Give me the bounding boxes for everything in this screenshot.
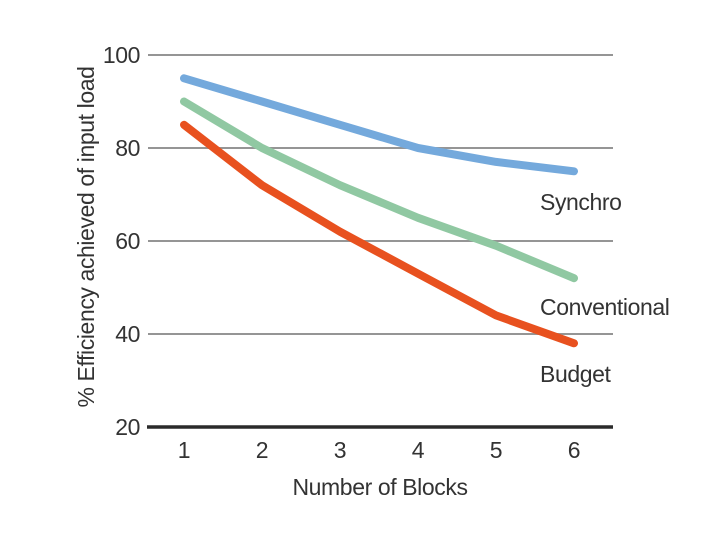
series-line-synchro [180, 74, 578, 176]
y-tick-label: 80 [115, 135, 140, 161]
series-label-synchro: Synchro [540, 189, 622, 215]
x-tick-label: 2 [255, 437, 269, 463]
y-tick-label: 20 [115, 414, 140, 440]
series-line-budget [180, 120, 578, 348]
y-tick-label: 100 [102, 42, 141, 68]
series-label-budget: Budget [540, 361, 611, 387]
x-tick-label: 5 [489, 437, 503, 463]
x-tick-label: 3 [333, 437, 347, 463]
y-tick-label: 60 [115, 228, 140, 254]
x-tick-label: 1 [177, 437, 191, 463]
series-line-conventional [180, 97, 578, 283]
y-tick-label: 40 [115, 321, 140, 347]
x-axis-title: Number of Blocks [292, 474, 468, 500]
y-axis-title: % Efficiency achieved of input load [73, 66, 99, 408]
x-tick-label: 4 [411, 437, 425, 463]
x-tick-label: 6 [567, 437, 581, 463]
series-label-conventional: Conventional [540, 294, 670, 320]
